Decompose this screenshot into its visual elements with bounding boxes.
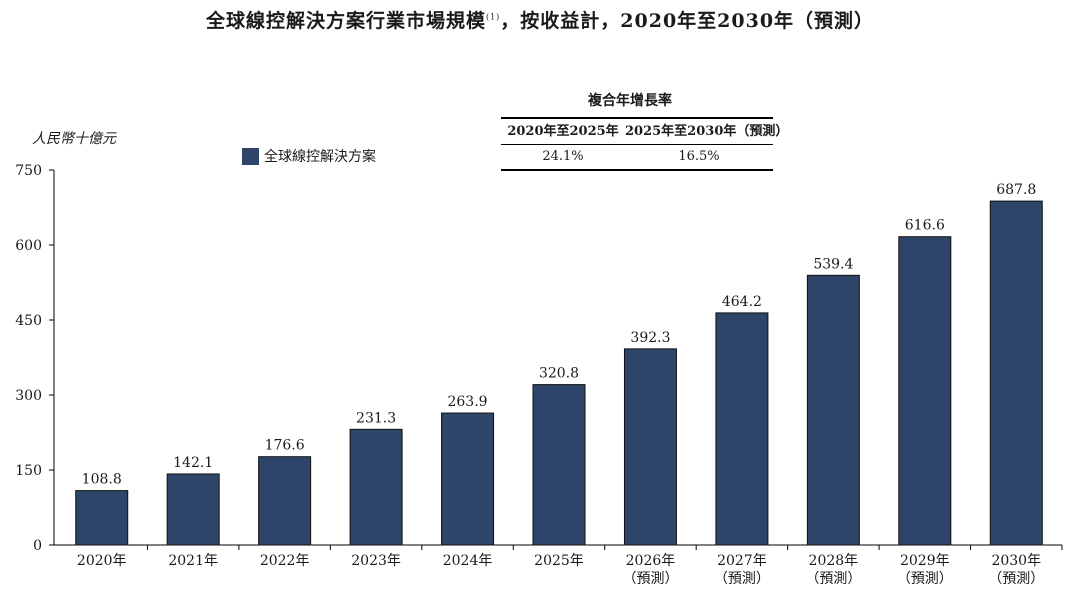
x-tick-sublabel: （預測） [988,571,1044,587]
bar-value-label: 231.3 [356,410,396,426]
bar-value-label: 392.3 [630,330,670,346]
x-tick-label: 2021年 [168,553,218,569]
x-tick-label: 2028年 [809,553,859,569]
y-axis-unit-label: 人民幣十億元 [32,131,116,147]
bar [349,428,403,546]
chart-title-text: 全球線控解決方案行業市場規模 [205,10,486,32]
bar-value-label: 108.8 [82,472,122,488]
x-tick-label: 2020年 [77,553,127,569]
x-tick-sublabel: （預測） [622,571,678,587]
y-tick-label: 0 [33,538,42,554]
x-tick-sublabel: （預測） [897,571,953,587]
bar-value-label: 464.2 [722,294,762,310]
legend-label: 全球線控解決方案 [264,149,376,165]
cagr-value-1: 24.1% [542,149,584,164]
cagr-header-row: 2020年至2025年 2025年至2030年（預測） [501,119,789,145]
x-tick-sublabel: （預測） [714,571,770,587]
bar-value-label: 320.8 [539,366,579,382]
bar [532,384,586,546]
bar [989,200,1043,546]
cagr-column-header-1: 2020年至2025年 [507,124,619,139]
x-tick-label: 2026年 [626,553,676,569]
y-tick-label: 300 [15,388,42,404]
chart-title-note: (1) [485,12,501,22]
cagr-value-row: 24.1% 16.5% [501,145,773,171]
y-tick-label: 150 [15,463,42,479]
x-tick-label: 2022年 [260,553,310,569]
x-tick-sublabel: （預測） [805,571,861,587]
bar-value-label: 263.9 [447,394,487,410]
x-tick-label: 2023年 [351,553,401,569]
x-tick-label: 2025年 [534,553,584,569]
bar [806,274,860,546]
x-tick-label: 2030年 [991,553,1041,569]
bar [623,348,677,546]
bar [715,312,769,546]
chart-title: 全球線控解決方案行業市場規模(1)，按收益計，2020年至2030年（預測） [0,6,1080,33]
bar-value-label: 142.1 [173,455,213,471]
bar-value-label: 176.6 [265,438,305,454]
bar [166,473,220,546]
y-tick-label: 600 [15,238,42,254]
chart-title-suffix: ，按收益計，2020年至2030年（預測） [500,10,875,32]
cagr-column-header-2: 2025年至2030年（預測） [625,124,789,139]
x-tick-label: 2024年 [443,553,493,569]
bar-value-label: 539.4 [813,256,853,272]
legend: 全球線控解決方案 [242,146,376,166]
bar-value-label: 687.8 [996,182,1036,198]
bar [898,236,952,546]
bar-value-label: 616.6 [905,218,945,234]
legend-swatch [242,147,259,165]
y-tick-label: 750 [15,163,42,179]
bar [258,456,312,546]
cagr-heading: 複合年增長率 [588,93,672,109]
x-tick-label: 2027年 [717,553,767,569]
bar [75,490,129,546]
cagr-table: 2020年至2025年 2025年至2030年（預測） 24.1% 16.5% [501,117,789,171]
y-tick-label: 450 [15,313,42,329]
bar [441,412,495,546]
x-tick-label: 2029年 [900,553,950,569]
cagr-value-2: 16.5% [678,149,720,164]
